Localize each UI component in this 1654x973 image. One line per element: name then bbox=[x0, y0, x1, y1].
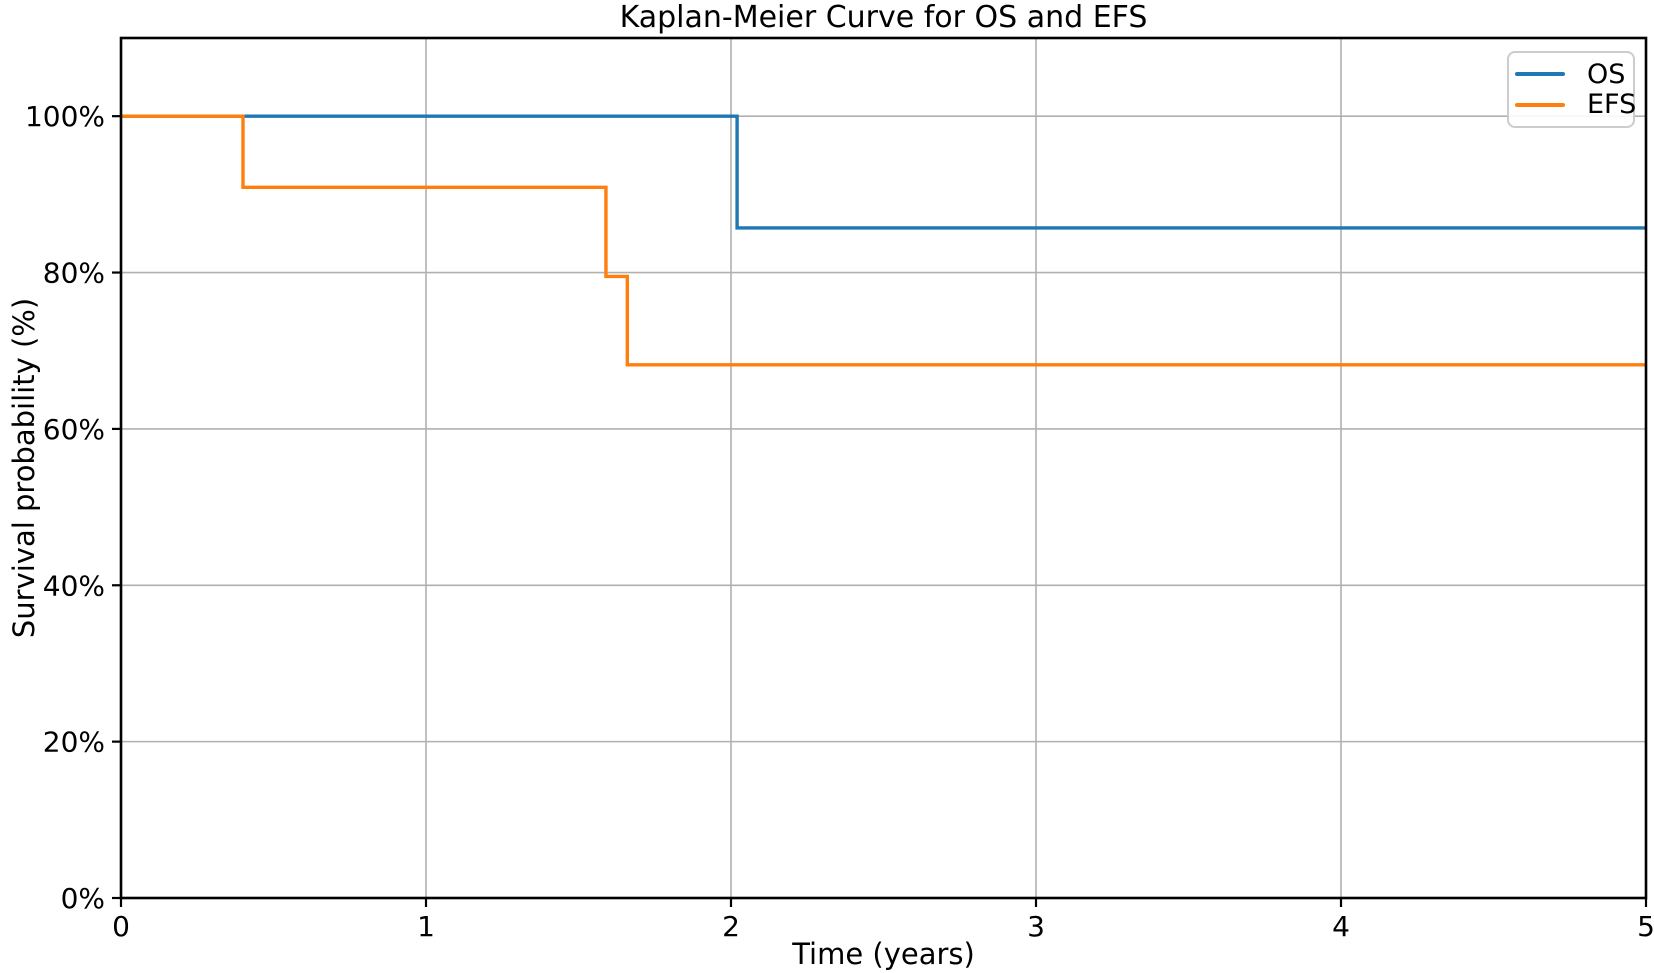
x-tick-label: 5 bbox=[1637, 910, 1654, 943]
efs-line-swatch bbox=[1515, 102, 1565, 107]
y-tick-label: 100% bbox=[25, 100, 105, 133]
y-tick-label: 20% bbox=[43, 726, 105, 759]
os-line-swatch bbox=[1515, 72, 1565, 77]
legend-label-os: OS bbox=[1587, 58, 1626, 90]
y-tick-label: 0% bbox=[61, 882, 105, 915]
y-axis-label: Survival probability (%) bbox=[7, 297, 41, 639]
plot-border bbox=[119, 36, 1648, 900]
x-axis-label: Time (years) bbox=[792, 937, 975, 971]
y-tick-label: 80% bbox=[43, 257, 105, 290]
x-tick-label: 0 bbox=[112, 910, 130, 943]
gridlines bbox=[120, 38, 1647, 899]
legend-row-os: OS bbox=[1515, 59, 1627, 90]
x-tick-label: 4 bbox=[1332, 910, 1350, 943]
chart-title: Kaplan-Meier Curve for OS and EFS bbox=[619, 0, 1148, 35]
legend: OS EFS bbox=[1507, 51, 1636, 128]
series-lines bbox=[121, 114, 1646, 367]
os-survival-curve bbox=[121, 114, 1646, 230]
axis-ticks: 0 1 2 3 4 5 0% 20% 40% 60% 80% 100% bbox=[25, 100, 1654, 943]
x-tick-label: 3 bbox=[1027, 910, 1045, 943]
y-tick-label: 60% bbox=[43, 413, 105, 446]
y-tick-label: 40% bbox=[43, 569, 105, 602]
x-tick-label: 1 bbox=[417, 910, 435, 943]
x-tick-label: 2 bbox=[722, 910, 740, 943]
legend-label-efs: EFS bbox=[1587, 89, 1637, 121]
efs-survival-curve bbox=[121, 114, 1646, 367]
legend-row-efs: EFS bbox=[1515, 90, 1636, 121]
